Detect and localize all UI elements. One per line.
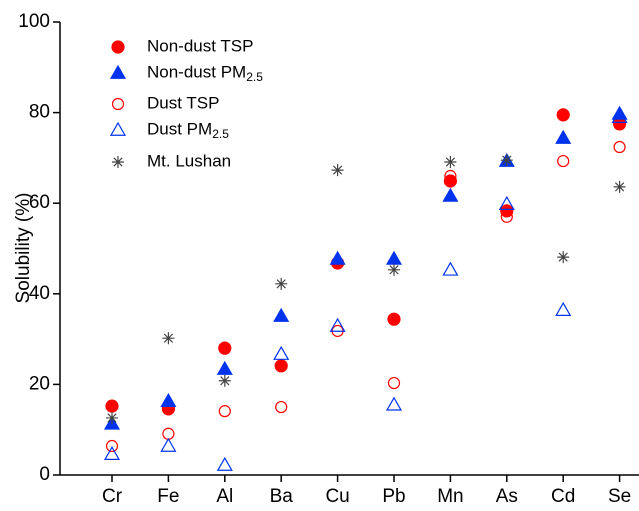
y-tick-label: 20 xyxy=(29,373,50,394)
data-point xyxy=(329,250,346,265)
legend-marker xyxy=(109,121,127,136)
legend-label: Dust PM2.5 xyxy=(147,119,229,141)
y-tick-label: 60 xyxy=(29,192,50,213)
data-point xyxy=(105,439,119,453)
data-point xyxy=(274,359,288,373)
data-point xyxy=(105,399,119,413)
legend-label: Dust TSP xyxy=(147,93,219,112)
data-point xyxy=(387,376,401,390)
data-point xyxy=(442,261,459,276)
data-point xyxy=(385,250,403,265)
data-point xyxy=(611,108,628,123)
x-tick-label: Mn xyxy=(437,486,463,507)
legend-marker xyxy=(112,156,124,168)
x-tick-label: Fe xyxy=(157,486,179,507)
x-tick-label: Pb xyxy=(382,486,405,507)
legend-marker xyxy=(111,40,125,54)
y-tick-label: 0 xyxy=(39,464,50,485)
data-point xyxy=(275,400,288,414)
data-point xyxy=(216,456,233,471)
data-point xyxy=(103,445,121,461)
data-point xyxy=(218,341,232,355)
data-point xyxy=(613,140,626,154)
y-tick-label: 100 xyxy=(18,11,50,32)
data-point xyxy=(555,129,572,144)
legend-label: Mt. Lushan xyxy=(147,151,231,170)
data-point xyxy=(216,360,233,375)
data-point xyxy=(387,312,401,326)
y-tick-label: 80 xyxy=(29,102,50,123)
x-tick-label: Cu xyxy=(325,486,349,507)
data-point xyxy=(613,180,626,193)
data-point xyxy=(273,345,290,360)
x-tick-label: As xyxy=(496,486,518,507)
data-point xyxy=(556,108,570,122)
data-point xyxy=(557,251,570,264)
data-point xyxy=(218,374,231,387)
data-point xyxy=(557,154,570,168)
y-axis-label: Solubility (%) xyxy=(13,193,34,304)
x-tick-label: Se xyxy=(608,486,631,507)
data-point xyxy=(442,187,459,202)
x-tick-label: Cd xyxy=(551,486,575,507)
data-point xyxy=(388,263,400,276)
legend-label: Non-dust PM2.5 xyxy=(147,62,263,84)
data-point xyxy=(273,307,290,322)
data-point xyxy=(555,301,572,316)
data-point xyxy=(162,332,175,345)
legend-marker xyxy=(111,97,125,111)
data-point xyxy=(444,169,457,183)
data-point xyxy=(500,154,513,167)
x-tick-label: Al xyxy=(216,486,233,507)
data-point xyxy=(500,210,513,223)
legend-label: Non-dust TSP xyxy=(147,36,253,55)
legend-marker xyxy=(109,64,127,79)
data-point xyxy=(444,155,457,168)
data-point xyxy=(160,437,177,452)
x-tick-label: Ba xyxy=(270,486,294,507)
x-tick-label: Cr xyxy=(102,486,123,507)
data-point xyxy=(385,396,403,411)
data-point xyxy=(162,427,175,440)
data-point xyxy=(275,277,288,290)
data-point xyxy=(329,317,346,332)
data-point xyxy=(218,405,231,418)
data-point xyxy=(160,392,177,408)
data-point xyxy=(106,411,118,424)
data-point xyxy=(498,195,515,210)
y-tick-label: 40 xyxy=(29,283,50,304)
data-point xyxy=(611,105,628,120)
data-point xyxy=(331,164,344,177)
